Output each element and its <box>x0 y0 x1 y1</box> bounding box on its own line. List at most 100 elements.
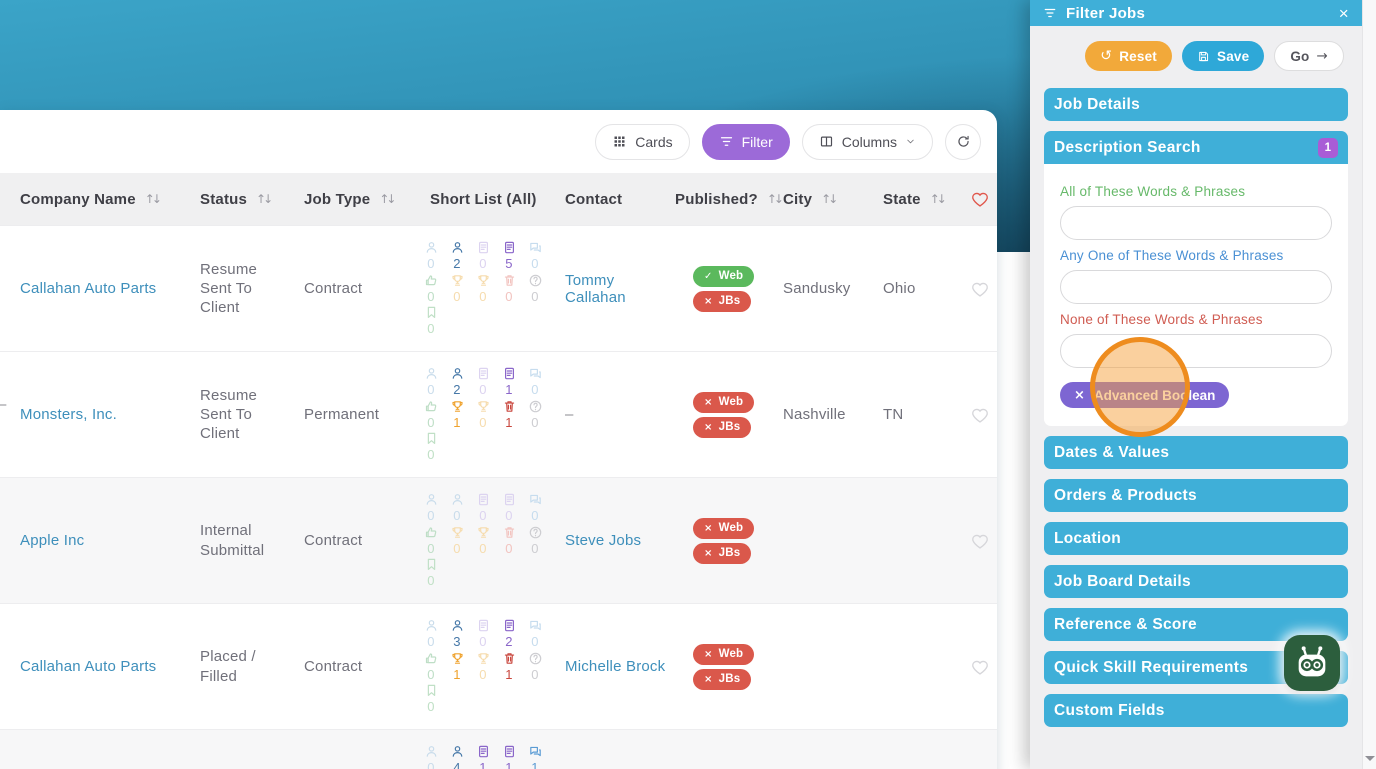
trash-icon[interactable]: 1 <box>496 399 522 431</box>
resumes-sent-icon[interactable]: 2 <box>496 618 522 650</box>
resumes-sent-icon[interactable]: 5 <box>496 240 522 272</box>
favorite-heart-icon[interactable] <box>963 279 997 299</box>
published-jbs-pill[interactable]: × JBs <box>693 668 752 690</box>
table-row[interactable]: Apple Inc Internal Submittal Contract 0 0 0 0 0… <box>0 477 997 603</box>
table-row[interactable]: 04111000000 <box>0 729 997 769</box>
candidates-icon[interactable]: 2 <box>444 240 470 272</box>
chat-icon[interactable]: 0 <box>522 492 548 524</box>
person-outline-icon[interactable]: 0 <box>418 240 444 272</box>
trash-icon[interactable]: 0 <box>496 273 522 305</box>
chat-icon[interactable]: 0 <box>522 366 548 398</box>
candidates-icon[interactable]: 3 <box>444 618 470 650</box>
favorite-heart-icon[interactable] <box>963 405 997 425</box>
bookmark-icon[interactable]: 0 <box>418 557 444 589</box>
published-web-pill[interactable]: × Web <box>693 391 755 413</box>
section-job-board-details[interactable]: Job Board Details <box>1044 565 1348 598</box>
trophy-alt-icon[interactable]: 0 <box>470 399 496 431</box>
section-job-details[interactable]: Job Details <box>1044 88 1348 121</box>
bookmark-icon[interactable]: 0 <box>418 683 444 715</box>
trophy-alt-icon[interactable]: 0 <box>470 525 496 557</box>
person-outline-icon[interactable]: 0 <box>418 492 444 524</box>
trophy-icon[interactable]: 0 <box>444 525 470 557</box>
resume-draft-icon[interactable]: 0 <box>470 492 496 524</box>
candidates-icon[interactable]: 0 <box>444 492 470 524</box>
question-icon[interactable]: 0 <box>522 399 548 431</box>
favorite-heart-icon[interactable] <box>963 657 997 677</box>
bookmark-icon[interactable]: 0 <box>418 305 444 337</box>
chat-icon[interactable]: 0 <box>522 618 548 650</box>
candidates-icon[interactable]: 2 <box>444 366 470 398</box>
close-icon[interactable]: × <box>1338 3 1349 23</box>
refresh-button[interactable] <box>945 123 981 160</box>
company-link[interactable]: Callahan Auto Parts <box>20 658 157 675</box>
resume-draft-icon[interactable]: 0 <box>470 618 496 650</box>
bookmark-icon[interactable]: 0 <box>418 431 444 463</box>
resume-draft-icon[interactable]: 1 <box>470 744 496 769</box>
table-row[interactable]: Monsters, Inc. Resume Sent To Client Perma… <box>0 351 997 477</box>
trophy-icon[interactable]: 1 <box>444 651 470 683</box>
contact-link[interactable]: Michelle Brock <box>565 658 666 675</box>
question-icon[interactable]: 0 <box>522 525 548 557</box>
company-link[interactable]: Apple Inc <box>20 532 85 549</box>
resume-draft-icon[interactable]: 0 <box>470 240 496 272</box>
thumbs-up-icon[interactable]: 0 <box>418 651 444 683</box>
reset-button[interactable]: ↺ Reset <box>1085 41 1172 71</box>
scroll-down-arrow-icon[interactable] <box>1365 756 1375 766</box>
question-icon[interactable]: 0 <box>522 651 548 683</box>
advanced-boolean-toggle[interactable]: × Advanced Boolean <box>1060 382 1230 408</box>
section-orders-products[interactable]: Orders & Products <box>1044 479 1348 512</box>
person-outline-icon[interactable]: 0 <box>418 366 444 398</box>
chatbot-widget-button[interactable] <box>1284 635 1340 691</box>
trophy-icon[interactable]: 0 <box>444 273 470 305</box>
sort-icon[interactable]: ↑↓ <box>821 192 838 206</box>
columns-button[interactable]: Columns <box>801 123 933 160</box>
section-custom-fields[interactable]: Custom Fields <box>1044 694 1348 727</box>
sort-icon[interactable]: ↑↓ <box>929 192 947 206</box>
save-button[interactable]: Save <box>1181 41 1265 71</box>
filter-button[interactable]: Filter <box>701 123 790 160</box>
company-link[interactable]: Callahan Auto Parts <box>20 280 157 297</box>
sort-icon[interactable]: ↑↓ <box>766 192 784 206</box>
section-dates-values[interactable]: Dates & Values <box>1044 436 1348 469</box>
table-row[interactable]: Callahan Auto Parts Resume Sent To Client… <box>0 225 997 351</box>
favorite-heart-icon[interactable] <box>963 531 997 551</box>
published-web-pill[interactable]: × Web <box>693 643 755 665</box>
published-web-pill[interactable]: ✓ Web <box>693 265 755 287</box>
chat-icon[interactable]: 1 <box>522 744 548 769</box>
section-description-search[interactable]: Description Search 1 <box>1044 131 1348 164</box>
resumes-sent-icon[interactable]: 1 <box>496 744 522 769</box>
question-icon[interactable]: 0 <box>522 273 548 305</box>
published-web-pill[interactable]: × Web <box>693 517 755 539</box>
contact-link[interactable]: Steve Jobs <box>565 532 642 549</box>
chat-icon[interactable]: 0 <box>522 240 548 272</box>
all-words-input[interactable] <box>1060 206 1332 240</box>
thumbs-up-icon[interactable]: 0 <box>418 525 444 557</box>
cards-view-button[interactable]: Cards <box>595 123 690 160</box>
sort-icon[interactable]: ↑↓ <box>256 192 273 206</box>
resumes-sent-icon[interactable]: 0 <box>496 492 522 524</box>
sort-icon[interactable]: ↑↓ <box>144 192 162 206</box>
trophy-alt-icon[interactable]: 0 <box>470 651 496 683</box>
section-location[interactable]: Location <box>1044 522 1348 555</box>
go-button[interactable]: Go → <box>1274 41 1344 71</box>
published-jbs-pill[interactable]: × JBs <box>693 290 752 312</box>
contact-link[interactable]: Tommy Callahan <box>565 271 626 306</box>
trophy-icon[interactable]: 1 <box>444 399 470 431</box>
person-outline-icon[interactable]: 0 <box>418 618 444 650</box>
thumbs-up-icon[interactable]: 0 <box>418 273 444 305</box>
resumes-sent-icon[interactable]: 1 <box>496 366 522 398</box>
published-jbs-pill[interactable]: × JBs <box>693 416 752 438</box>
any-words-input[interactable] <box>1060 270 1332 304</box>
trash-icon[interactable]: 1 <box>496 651 522 683</box>
favorites-column-header-heart-icon[interactable] <box>963 189 997 209</box>
thumbs-up-icon[interactable]: 0 <box>418 399 444 431</box>
table-row[interactable]: Callahan Auto Parts Placed / Filled Contra… <box>0 603 997 729</box>
published-jbs-pill[interactable]: × JBs <box>693 542 752 564</box>
trophy-alt-icon[interactable]: 0 <box>470 273 496 305</box>
company-link[interactable]: Monsters, Inc. <box>20 406 117 423</box>
candidates-icon[interactable]: 4 <box>444 744 470 769</box>
none-words-input[interactable] <box>1060 334 1332 368</box>
page-scrollbar[interactable] <box>1362 0 1376 769</box>
person-outline-icon[interactable]: 0 <box>418 744 444 769</box>
sort-icon[interactable]: ↑↓ <box>379 192 396 206</box>
